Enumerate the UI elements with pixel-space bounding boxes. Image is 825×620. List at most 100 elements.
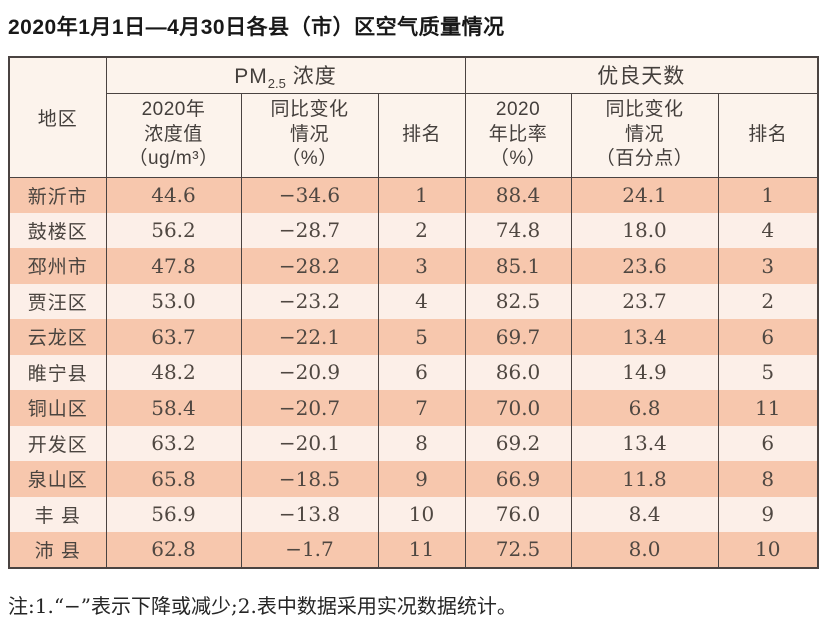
table-row: 新沂市 44.6 −34.6 1 88.4 24.1 1 [8,177,819,213]
table-row: 丰 县 56.9 −13.8 10 76.0 8.4 9 [8,496,819,532]
pm-change-cell: −23.2 [240,283,379,319]
region-cell: 鼓楼区 [8,212,107,248]
page-title: 2020年1月1日—4月30日各县（市）区空气质量情况 [8,16,505,39]
pm-value-cell: 56.2 [105,212,242,248]
good-ratio-cell: 85.1 [464,248,572,284]
pm-change-cell: −1.7 [240,532,379,568]
pm-rank-cell: 1 [377,177,466,213]
pm-rank-cell: 4 [377,283,466,319]
good-ratio-cell: 66.9 [464,461,572,497]
pm-value-cell: 53.0 [105,283,242,319]
column-group-good-days: 优良天数 [464,57,819,94]
region-cell: 睢宁县 [8,354,107,390]
region-cell: 开发区 [8,425,107,461]
pm-change-cell: −34.6 [240,177,379,213]
column-group-pm25: PM2.5 浓度 [105,57,466,94]
pm-value-cell: 63.7 [105,319,242,355]
table-row: 睢宁县 48.2 −20.9 6 86.0 14.9 5 [8,354,819,390]
good-ratio-cell: 72.5 [464,532,572,568]
good-rank-cell: 5 [717,354,819,390]
table-row: 沛 县 62.8 −1.7 11 72.5 8.0 10 [8,532,819,568]
good-ratio-cell: 69.2 [464,425,572,461]
pm-change-cell: −13.8 [240,496,379,532]
pm-rank-cell: 5 [377,319,466,355]
good-ratio-cell: 69.7 [464,319,572,355]
pm-rank-cell: 7 [377,390,466,426]
pm-change-cell: −20.7 [240,390,379,426]
pm-change-cell: −20.1 [240,425,379,461]
pm-rank-cell: 2 [377,212,466,248]
column-header-good-rank: 排名 [717,93,819,178]
table-row: 铜山区 58.4 −20.7 7 70.0 6.8 11 [8,390,819,426]
good-change-cell: 8.4 [570,496,719,532]
pm-value-cell: 65.8 [105,461,242,497]
air-quality-table: 地区 PM2.5 浓度 优良天数 2020年 浓度值 （ug/m³） 同比变化 … [8,56,820,569]
good-change-cell: 24.1 [570,177,719,213]
table-row: 贾汪区 53.0 −23.2 4 82.5 23.7 2 [8,283,819,319]
good-change-cell: 8.0 [570,532,719,568]
good-change-cell: 13.4 [570,319,719,355]
good-ratio-cell: 88.4 [464,177,572,213]
pm-rank-cell: 3 [377,248,466,284]
pm-rank-cell: 9 [377,461,466,497]
good-ratio-cell: 82.5 [464,283,572,319]
good-rank-cell: 3 [717,248,819,284]
column-header-pm-change: 同比变化 情况 （%） [240,93,379,178]
column-header-pm-rank: 排名 [377,93,466,178]
column-header-pm-value: 2020年 浓度值 （ug/m³） [105,93,242,178]
table-body: 新沂市 44.6 −34.6 1 88.4 24.1 1 鼓楼区 56.2 −2… [8,177,819,568]
pm-rank-cell: 11 [377,532,466,568]
good-rank-cell: 11 [717,390,819,426]
pm-value-cell: 58.4 [105,390,242,426]
region-cell: 铜山区 [8,390,107,426]
good-rank-cell: 1 [717,177,819,213]
good-change-cell: 18.0 [570,212,719,248]
column-header-good-change: 同比变化 情况 （百分点） [570,93,719,178]
good-rank-cell: 6 [717,425,819,461]
region-cell: 新沂市 [8,177,107,213]
pm-rank-cell: 8 [377,425,466,461]
good-change-cell: 23.6 [570,248,719,284]
good-ratio-cell: 86.0 [464,354,572,390]
pm-rank-cell: 10 [377,496,466,532]
good-rank-cell: 10 [717,532,819,568]
table-row: 开发区 63.2 −20.1 8 69.2 13.4 6 [8,425,819,461]
good-change-cell: 6.8 [570,390,719,426]
column-header-good-ratio: 2020 年比率 （%） [464,93,572,178]
region-cell: 泉山区 [8,461,107,497]
pm25-suffix: 浓度 [285,64,337,88]
region-cell: 邳州市 [8,248,107,284]
pm-change-cell: −20.9 [240,354,379,390]
region-cell: 云龙区 [8,319,107,355]
good-rank-cell: 9 [717,496,819,532]
good-change-cell: 23.7 [570,283,719,319]
table-row: 云龙区 63.7 −22.1 5 69.7 13.4 6 [8,319,819,355]
group-header-row: 地区 PM2.5 浓度 优良天数 [8,57,819,178]
good-ratio-cell: 70.0 [464,390,572,426]
good-change-cell: 14.9 [570,354,719,390]
table-row: 邳州市 47.8 −28.2 3 85.1 23.6 3 [8,248,819,284]
region-cell: 沛 县 [8,532,107,568]
pm25-subscript: 2.5 [267,75,286,91]
table-header: 地区 PM2.5 浓度 优良天数 2020年 浓度值 （ug/m³） 同比变化 … [8,57,819,178]
pm-rank-cell: 6 [377,354,466,390]
sub-header-row: 2020年 浓度值 （ug/m³） 同比变化 情况 （%） 排名 2020 年比… [9,93,819,178]
pm-value-cell: 47.8 [105,248,242,284]
pm-value-cell: 56.9 [105,496,242,532]
column-header-region: 地区 [8,57,107,178]
region-cell: 丰 县 [8,496,107,532]
good-rank-cell: 2 [717,283,819,319]
good-change-cell: 13.4 [570,425,719,461]
footnote: 注:1.“−”表示下降或减少;2.表中数据采用实况数据统计。 [8,593,517,618]
good-rank-cell: 8 [717,461,819,497]
pm-value-cell: 48.2 [105,354,242,390]
pm-change-cell: −18.5 [240,461,379,497]
good-ratio-cell: 76.0 [464,496,572,532]
pm-value-cell: 44.6 [105,177,242,213]
good-rank-cell: 6 [717,319,819,355]
region-cell: 贾汪区 [8,283,107,319]
pm-change-cell: −28.2 [240,248,379,284]
pm-change-cell: −22.1 [240,319,379,355]
good-change-cell: 11.8 [570,461,719,497]
